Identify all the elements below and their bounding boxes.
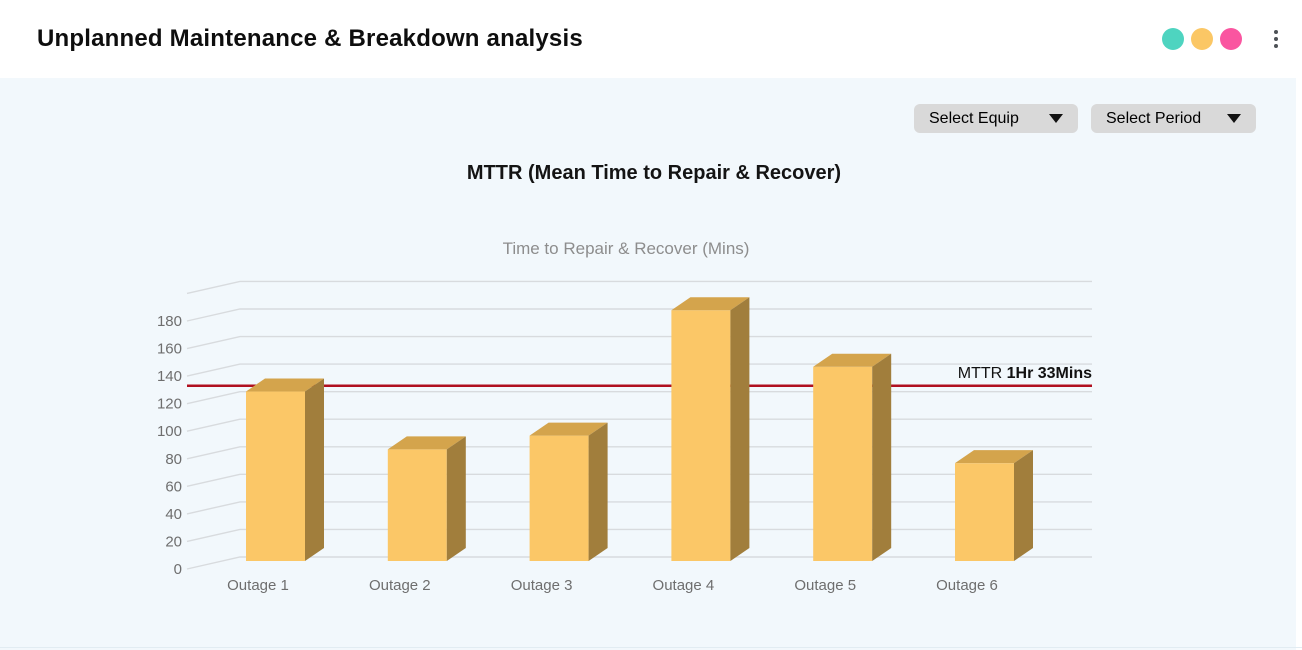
dashboard-content: Select Equip Select Period MTTR (Mean Ti… <box>0 78 1302 650</box>
overflow-menu-button[interactable] <box>1268 26 1284 52</box>
gridline-140 <box>186 363 1092 377</box>
gridline-40 <box>186 501 1092 515</box>
indicator-dots <box>1162 28 1242 50</box>
chart-title: MTTR (Mean Time to Repair & Recover) <box>466 162 842 184</box>
x-label-2: Outage 2 <box>369 577 431 594</box>
gridline-200 <box>186 280 1092 295</box>
gridline-20 <box>186 528 1092 543</box>
select-period-dropdown[interactable]: Select Period <box>1091 104 1256 133</box>
bar-outage-3[interactable] <box>529 422 608 561</box>
y-tick-100: 100 <box>157 423 182 440</box>
x-label-5: Outage 5 <box>794 577 856 594</box>
gridline-160 <box>186 335 1092 350</box>
y-tick-40: 40 <box>165 506 182 523</box>
bar-outage-1[interactable] <box>246 378 324 561</box>
gridline-120 <box>186 390 1092 405</box>
select-equip-dropdown[interactable]: Select Equip <box>914 104 1078 133</box>
y-tick-160: 160 <box>157 341 182 358</box>
bar-outage-2[interactable] <box>387 436 466 561</box>
y-tick-120: 120 <box>157 396 182 413</box>
y-tick-60: 60 <box>165 478 182 495</box>
teal-dot-icon <box>1162 28 1184 50</box>
header-actions <box>1162 26 1284 52</box>
x-label-3: Outage 3 <box>511 577 573 594</box>
mttr-bar-chart: 0 20 40 60 80 100 120 140 160 180 Outage 1 Outage 2… <box>157 280 1092 594</box>
chevron-down-icon <box>1049 114 1063 123</box>
gridline-80 <box>186 446 1092 460</box>
yellow-dot-icon <box>1191 28 1213 50</box>
app-header: Unplanned Maintenance & Breakdown analys… <box>0 0 1302 78</box>
chart-subtitle: Time to Repair & Recover (Mins) <box>502 239 750 258</box>
x-label-4: Outage 4 <box>653 577 715 594</box>
x-label-1: Outage 1 <box>227 577 289 594</box>
x-label-6: Outage 6 <box>936 577 998 594</box>
page-title: Unplanned Maintenance & Breakdown analys… <box>37 25 583 52</box>
mttr-line-label: MTTR 1Hr 33Mins <box>958 365 1092 382</box>
bar-outage-5[interactable] <box>813 353 892 561</box>
select-period-label: Select Period <box>1106 109 1202 127</box>
scrollbar-track[interactable] <box>1296 78 1302 650</box>
kebab-vertical-icon <box>1274 30 1278 48</box>
y-tick-140: 140 <box>157 368 182 385</box>
gridline-180 <box>186 308 1092 322</box>
gridline-60 <box>186 473 1092 488</box>
gridline-0 <box>186 556 1092 570</box>
gridline-100 <box>186 418 1092 432</box>
y-tick-180: 180 <box>157 313 182 330</box>
y-tick-0: 0 <box>174 561 182 578</box>
bar-outage-4[interactable] <box>671 297 750 561</box>
y-tick-80: 80 <box>165 451 182 468</box>
bar-outage-6[interactable] <box>955 450 1033 561</box>
pink-dot-icon <box>1220 28 1242 50</box>
y-tick-20: 20 <box>165 533 182 550</box>
select-equip-label: Select Equip <box>929 109 1019 127</box>
filter-controls: Select Equip Select Period <box>914 104 1256 133</box>
chevron-down-icon <box>1227 114 1241 123</box>
